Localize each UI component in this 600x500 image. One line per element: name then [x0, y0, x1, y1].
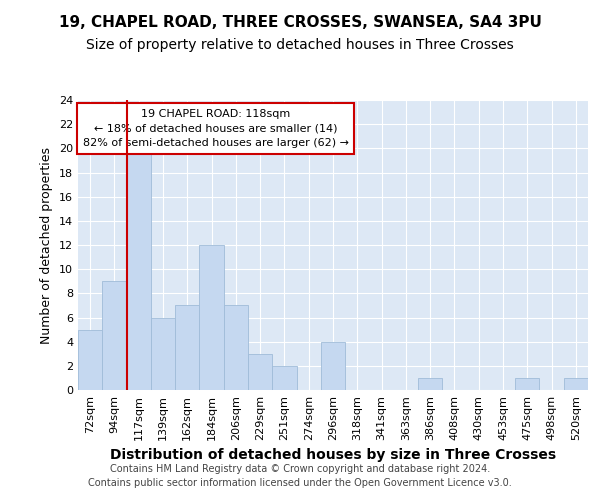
Text: 19 CHAPEL ROAD: 118sqm
← 18% of detached houses are smaller (14)
82% of semi-det: 19 CHAPEL ROAD: 118sqm ← 18% of detached…: [83, 108, 349, 148]
Bar: [564, 378, 588, 390]
Bar: [418, 378, 442, 390]
Text: Contains HM Land Registry data © Crown copyright and database right 2024.
Contai: Contains HM Land Registry data © Crown c…: [88, 464, 512, 487]
Bar: [175, 306, 199, 390]
Bar: [102, 281, 127, 390]
Bar: [199, 245, 224, 390]
Bar: [248, 354, 272, 390]
Bar: [224, 306, 248, 390]
Text: 19, CHAPEL ROAD, THREE CROSSES, SWANSEA, SA4 3PU: 19, CHAPEL ROAD, THREE CROSSES, SWANSEA,…: [59, 15, 541, 30]
Bar: [515, 378, 539, 390]
Text: Size of property relative to detached houses in Three Crosses: Size of property relative to detached ho…: [86, 38, 514, 52]
Bar: [78, 330, 102, 390]
X-axis label: Distribution of detached houses by size in Three Crosses: Distribution of detached houses by size …: [110, 448, 556, 462]
Bar: [151, 318, 175, 390]
Bar: [127, 148, 151, 390]
Bar: [321, 342, 345, 390]
Bar: [272, 366, 296, 390]
Y-axis label: Number of detached properties: Number of detached properties: [40, 146, 53, 344]
